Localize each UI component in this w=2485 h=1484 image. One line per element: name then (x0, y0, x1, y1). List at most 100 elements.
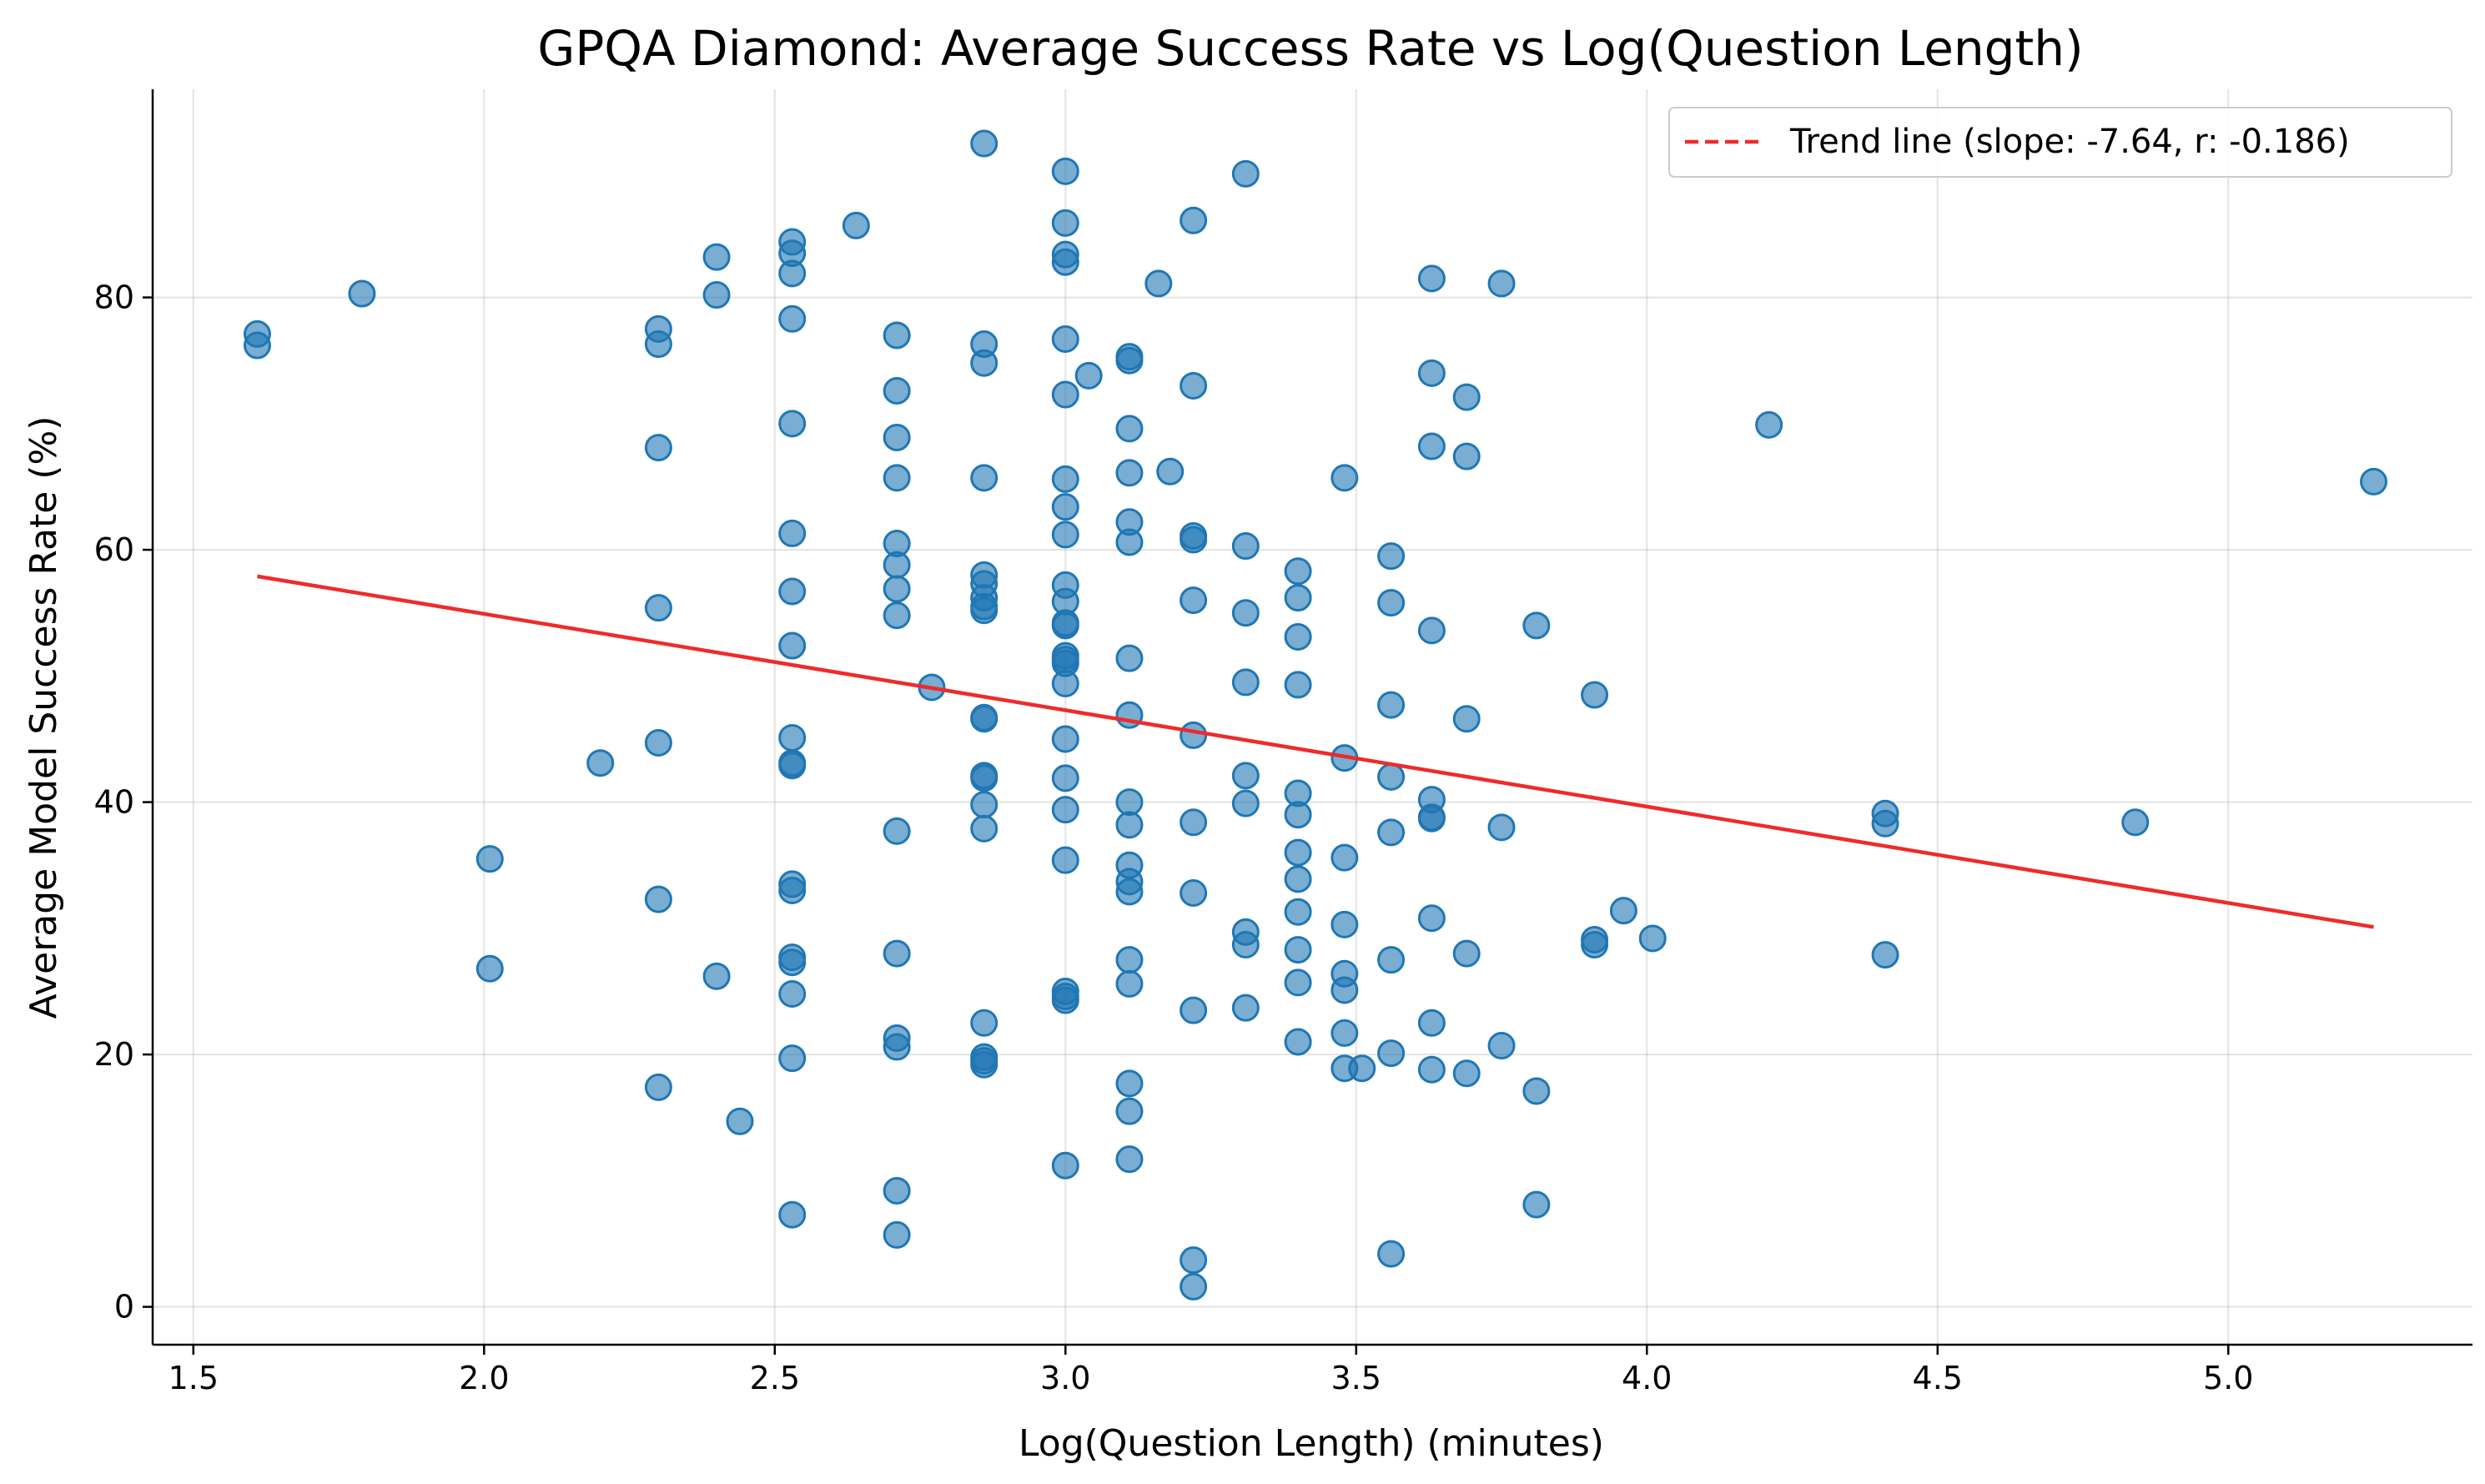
data-point (1417, 904, 1446, 933)
data-point (1417, 264, 1446, 293)
legend-trend-label: Trend line (slope: -7.64, r: -0.186) (1789, 123, 2350, 161)
data-point (1115, 969, 1144, 998)
data-point (644, 729, 672, 757)
data-point (970, 1009, 999, 1037)
data-point (644, 885, 672, 913)
data-point (1417, 804, 1446, 833)
data-point (1452, 939, 1481, 968)
data-point (883, 377, 911, 405)
data-point (644, 594, 672, 622)
data-point (2360, 467, 2388, 496)
data-point (2121, 808, 2150, 837)
x-tick-label: 3.5 (1331, 1360, 1381, 1396)
y-tick-label: 0 (114, 1289, 134, 1326)
data-point (1377, 1240, 1406, 1268)
data-point (1051, 846, 1079, 874)
data-point (1348, 1054, 1376, 1083)
data-point (1522, 1190, 1551, 1219)
data-point (778, 723, 807, 752)
data-point (1231, 762, 1260, 790)
data-point (1051, 764, 1079, 792)
y-axis-label: Average Model Success Rate (%) (23, 416, 65, 1019)
data-point (883, 551, 911, 579)
data-point (1115, 644, 1144, 672)
grid-lines (153, 89, 2472, 1345)
data-point (1051, 157, 1079, 185)
x-tick-label: 2.0 (459, 1360, 509, 1396)
data-point (970, 814, 999, 843)
data-point (1871, 941, 1899, 969)
data-point (1115, 346, 1144, 375)
data-point (1755, 410, 1783, 439)
data-point (1051, 725, 1079, 753)
data-point (1115, 788, 1144, 817)
trend-line-layer (257, 574, 2374, 929)
data-point (1115, 528, 1144, 556)
data-point (1581, 681, 1609, 709)
data-point (1115, 878, 1144, 906)
data-point (778, 1200, 807, 1229)
data-point (1231, 668, 1260, 697)
data-point (883, 601, 911, 630)
data-point (1284, 898, 1312, 926)
data-point (1581, 931, 1609, 959)
data-point (1284, 622, 1312, 651)
data-point (778, 948, 807, 977)
data-point (1051, 669, 1079, 697)
data-point (1144, 269, 1173, 298)
data-point (970, 764, 999, 792)
data-point (1051, 1151, 1079, 1180)
data-point (1180, 1272, 1208, 1300)
data-point (1074, 361, 1103, 390)
data-point (1377, 1039, 1406, 1068)
data-point (1377, 589, 1406, 617)
data-point (1180, 996, 1208, 1024)
data-point (778, 980, 807, 1009)
data-point (1377, 946, 1406, 974)
data-point (778, 631, 807, 660)
y-tick-label: 60 (94, 531, 134, 568)
data-point (1487, 1032, 1516, 1060)
legend: Trend line (slope: -7.64, r: -0.186) (1668, 107, 2452, 178)
data-point (1115, 459, 1144, 487)
data-point (883, 575, 911, 603)
y-tick-label: 80 (94, 279, 134, 316)
data-point (475, 954, 504, 983)
data-point (1051, 986, 1079, 1014)
data-point (1051, 796, 1079, 824)
data-point (970, 1050, 999, 1079)
data-point (1115, 1145, 1144, 1174)
y-tick-label: 40 (94, 784, 134, 821)
data-point (970, 705, 999, 733)
data-point (1231, 532, 1260, 561)
x-tick-label: 5.0 (2203, 1360, 2253, 1396)
data-point (644, 434, 672, 462)
data-point (586, 749, 615, 777)
data-point (644, 330, 672, 359)
data-point (778, 752, 807, 780)
data-point (1417, 1055, 1446, 1084)
data-point (1231, 599, 1260, 627)
data-point (1522, 611, 1551, 640)
data-point (1180, 371, 1208, 400)
data-point (726, 1107, 754, 1135)
data-point (970, 464, 999, 492)
data-point (1156, 457, 1185, 485)
data-point (1051, 324, 1079, 353)
data-point (243, 331, 271, 360)
data-point (1452, 705, 1481, 733)
data-point (883, 464, 911, 492)
data-point (1231, 159, 1260, 188)
data-point (1284, 584, 1312, 612)
data-point (1377, 818, 1406, 847)
data-point (1377, 542, 1406, 571)
data-point (1452, 383, 1481, 411)
data-point (1180, 206, 1208, 234)
x-tick-label: 3.0 (1040, 1360, 1090, 1396)
data-point (1051, 611, 1079, 640)
data-point (1417, 432, 1446, 460)
data-point (1609, 897, 1637, 925)
data-point (778, 259, 807, 288)
data-point (883, 1033, 911, 1061)
data-points (243, 129, 2388, 1300)
